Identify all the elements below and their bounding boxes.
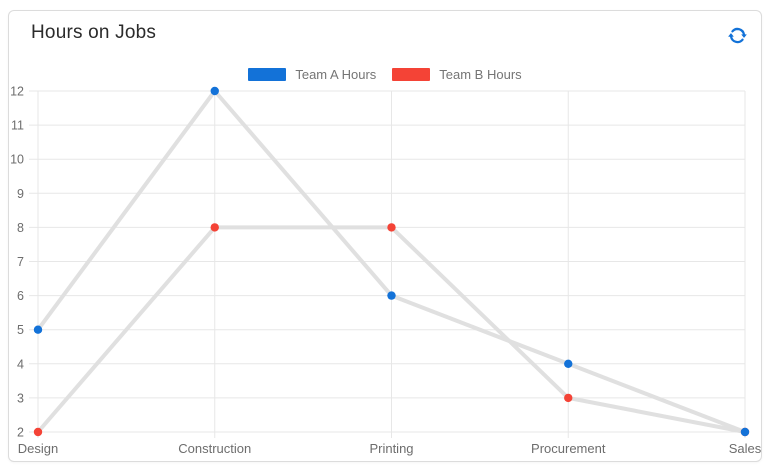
x-category-label: Printing <box>369 441 413 456</box>
data-point-team-a-hours-procurement[interactable] <box>564 359 573 368</box>
data-point-team-b-hours-construction[interactable] <box>210 223 219 232</box>
legend-label: Team B Hours <box>439 67 522 82</box>
y-tick-label: 8 <box>17 221 24 235</box>
y-tick-label: 12 <box>10 85 24 99</box>
y-tick-label: 7 <box>17 255 24 269</box>
data-point-team-a-hours-printing[interactable] <box>387 291 396 300</box>
y-tick-label: 11 <box>11 119 24 133</box>
legend-item-team-a-hours[interactable]: Team A Hours <box>248 67 376 82</box>
data-point-team-a-hours-sales[interactable] <box>740 427 750 437</box>
y-tick-label: 3 <box>17 391 24 405</box>
refresh-button[interactable] <box>724 22 750 48</box>
data-point-team-b-hours-procurement[interactable] <box>564 393 573 403</box>
data-point-team-a-hours-design[interactable] <box>33 325 43 334</box>
line-chart: 2 3 4 5 6 7 8 9 10 11 12 Design Construction Printing… <box>10 85 761 457</box>
legend-label: Team A Hours <box>295 67 377 82</box>
legend-item-team-b-hours[interactable]: Team B Hours <box>392 67 522 82</box>
y-tick-label: 6 <box>17 289 24 303</box>
data-point-team-a-hours-construction[interactable] <box>210 86 219 96</box>
y-tick-label: 2 <box>17 426 24 440</box>
chart-legend: Team A Hours Team B Hours <box>9 67 761 82</box>
legend-swatch-team-a-hours <box>248 68 287 81</box>
legend-swatch-team-b-hours <box>392 68 431 81</box>
x-category-label: Procurement <box>531 441 606 456</box>
y-tick-label: 10 <box>10 153 24 167</box>
y-tick-label: 4 <box>17 357 24 371</box>
x-category-label: Sales <box>729 441 761 456</box>
x-category-label: Construction <box>178 441 251 456</box>
data-point-team-b-hours-design[interactable] <box>33 427 43 437</box>
x-category-label: Design <box>18 441 58 456</box>
data-point-team-b-hours-printing[interactable] <box>387 223 396 232</box>
chart-card: Hours on Jobs Team A Hours Team B Hours 2… <box>8 10 762 462</box>
y-tick-label: 9 <box>17 187 24 201</box>
chart-title: Hours on Jobs <box>31 22 157 43</box>
y-tick-label: 5 <box>17 323 24 337</box>
refresh-icon <box>727 27 747 43</box>
